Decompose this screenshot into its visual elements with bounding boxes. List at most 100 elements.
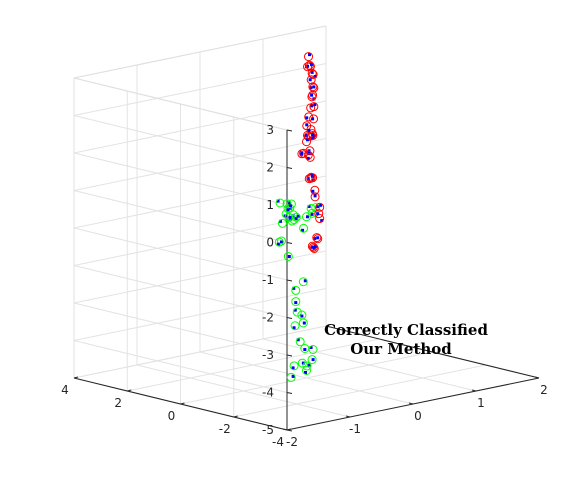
predicted-marker <box>302 321 306 325</box>
predicted-marker <box>311 358 315 362</box>
x-tick-label: 0 <box>414 409 422 423</box>
predicted-marker <box>309 62 313 66</box>
predicted-marker <box>312 85 316 89</box>
predicted-marker <box>316 212 320 216</box>
y-tick-label: -2 <box>219 422 231 436</box>
x-tick <box>408 402 414 405</box>
z-tick-label: 0 <box>266 236 274 250</box>
predicted-marker <box>304 371 307 374</box>
annotation-line-2: Our Method <box>350 340 452 358</box>
red-class-point <box>308 90 318 100</box>
z-tick <box>286 242 293 244</box>
predicted-marker <box>300 151 304 155</box>
predicted-marker <box>308 78 312 82</box>
predicted-marker <box>313 103 317 107</box>
x-tick-label: 2 <box>540 383 548 397</box>
annotation: Correctly Classified Our Method <box>324 321 488 358</box>
predicted-marker <box>307 128 311 132</box>
predicted-marker <box>296 338 300 342</box>
predicted-marker <box>313 237 317 241</box>
grid-lines <box>73 25 540 431</box>
red-class-point <box>307 68 317 78</box>
predicted-marker <box>306 177 310 181</box>
y-tick <box>73 376 79 379</box>
grid-line <box>73 63 327 116</box>
green-class-point <box>291 285 301 295</box>
grid-line <box>73 175 327 229</box>
green-class-point <box>276 236 286 246</box>
predicted-marker <box>291 374 295 378</box>
z-tick-label: 1 <box>266 198 274 212</box>
predicted-marker <box>311 117 315 121</box>
green-class-point <box>275 198 285 208</box>
z-tick-label: -2 <box>262 311 274 325</box>
predicted-marker <box>300 314 304 318</box>
y-tick <box>180 402 185 405</box>
z-tick-label: 3 <box>266 123 274 137</box>
x-tick <box>345 415 351 418</box>
green-class-point <box>297 310 307 320</box>
predicted-marker <box>287 201 291 205</box>
predicted-marker <box>320 219 324 223</box>
annotation-line-1: Correctly Classified <box>324 321 488 339</box>
predicted-marker <box>288 204 292 208</box>
predicted-marker <box>286 208 290 212</box>
predicted-marker <box>304 133 308 137</box>
predicted-marker <box>307 204 311 208</box>
green-class-point <box>291 297 301 307</box>
predicted-marker <box>279 240 283 244</box>
predicted-marker <box>291 366 295 370</box>
red-class-point <box>306 124 316 134</box>
predicted-marker <box>276 199 280 203</box>
y-tick <box>127 389 132 392</box>
predicted-marker <box>316 205 320 209</box>
green-class-point <box>298 277 308 287</box>
grid-line <box>73 190 288 243</box>
y-tick-label: -4 <box>272 435 284 449</box>
y-tick-label: 2 <box>114 396 122 410</box>
green-class-point <box>283 252 293 261</box>
predicted-marker <box>306 215 309 219</box>
y-tick-label: 0 <box>168 409 176 423</box>
predicted-marker <box>310 104 314 108</box>
green-class-point <box>306 203 316 213</box>
grid-line <box>73 325 327 379</box>
red-class-point <box>313 234 323 244</box>
red-class-point <box>308 242 318 252</box>
red-class-point <box>305 60 314 70</box>
green-class-point <box>297 358 307 368</box>
green-class-point <box>311 203 321 213</box>
grid-line <box>73 265 288 318</box>
red-class-point <box>304 112 314 122</box>
grid-line <box>73 115 288 168</box>
predicted-marker <box>316 236 320 240</box>
red-class-point <box>315 214 325 224</box>
grid-line <box>73 340 288 393</box>
grid-line <box>73 250 327 304</box>
predicted-marker <box>292 326 296 330</box>
red-class-point <box>314 209 324 219</box>
green-class-point <box>299 223 309 233</box>
predicted-marker <box>310 212 314 216</box>
red-class-point <box>302 137 311 147</box>
x-tick <box>471 389 477 392</box>
z-tick <box>286 429 293 432</box>
predicted-marker <box>306 64 309 68</box>
x-tick-label: 1 <box>477 396 485 410</box>
grid-line <box>180 351 433 405</box>
predicted-marker <box>276 242 280 246</box>
predicted-marker <box>313 244 317 248</box>
predicted-marker <box>309 86 313 90</box>
predicted-marker <box>308 53 312 57</box>
red-class-point <box>305 61 315 71</box>
box-edge <box>73 77 288 131</box>
green-class-point <box>283 204 293 214</box>
predicted-marker <box>301 361 305 365</box>
red-class-point <box>310 185 320 195</box>
predicted-marker <box>310 173 314 177</box>
red-class-point <box>305 146 315 156</box>
grid-line <box>73 138 327 191</box>
z-tick <box>286 392 293 394</box>
predicted-marker <box>287 255 291 258</box>
